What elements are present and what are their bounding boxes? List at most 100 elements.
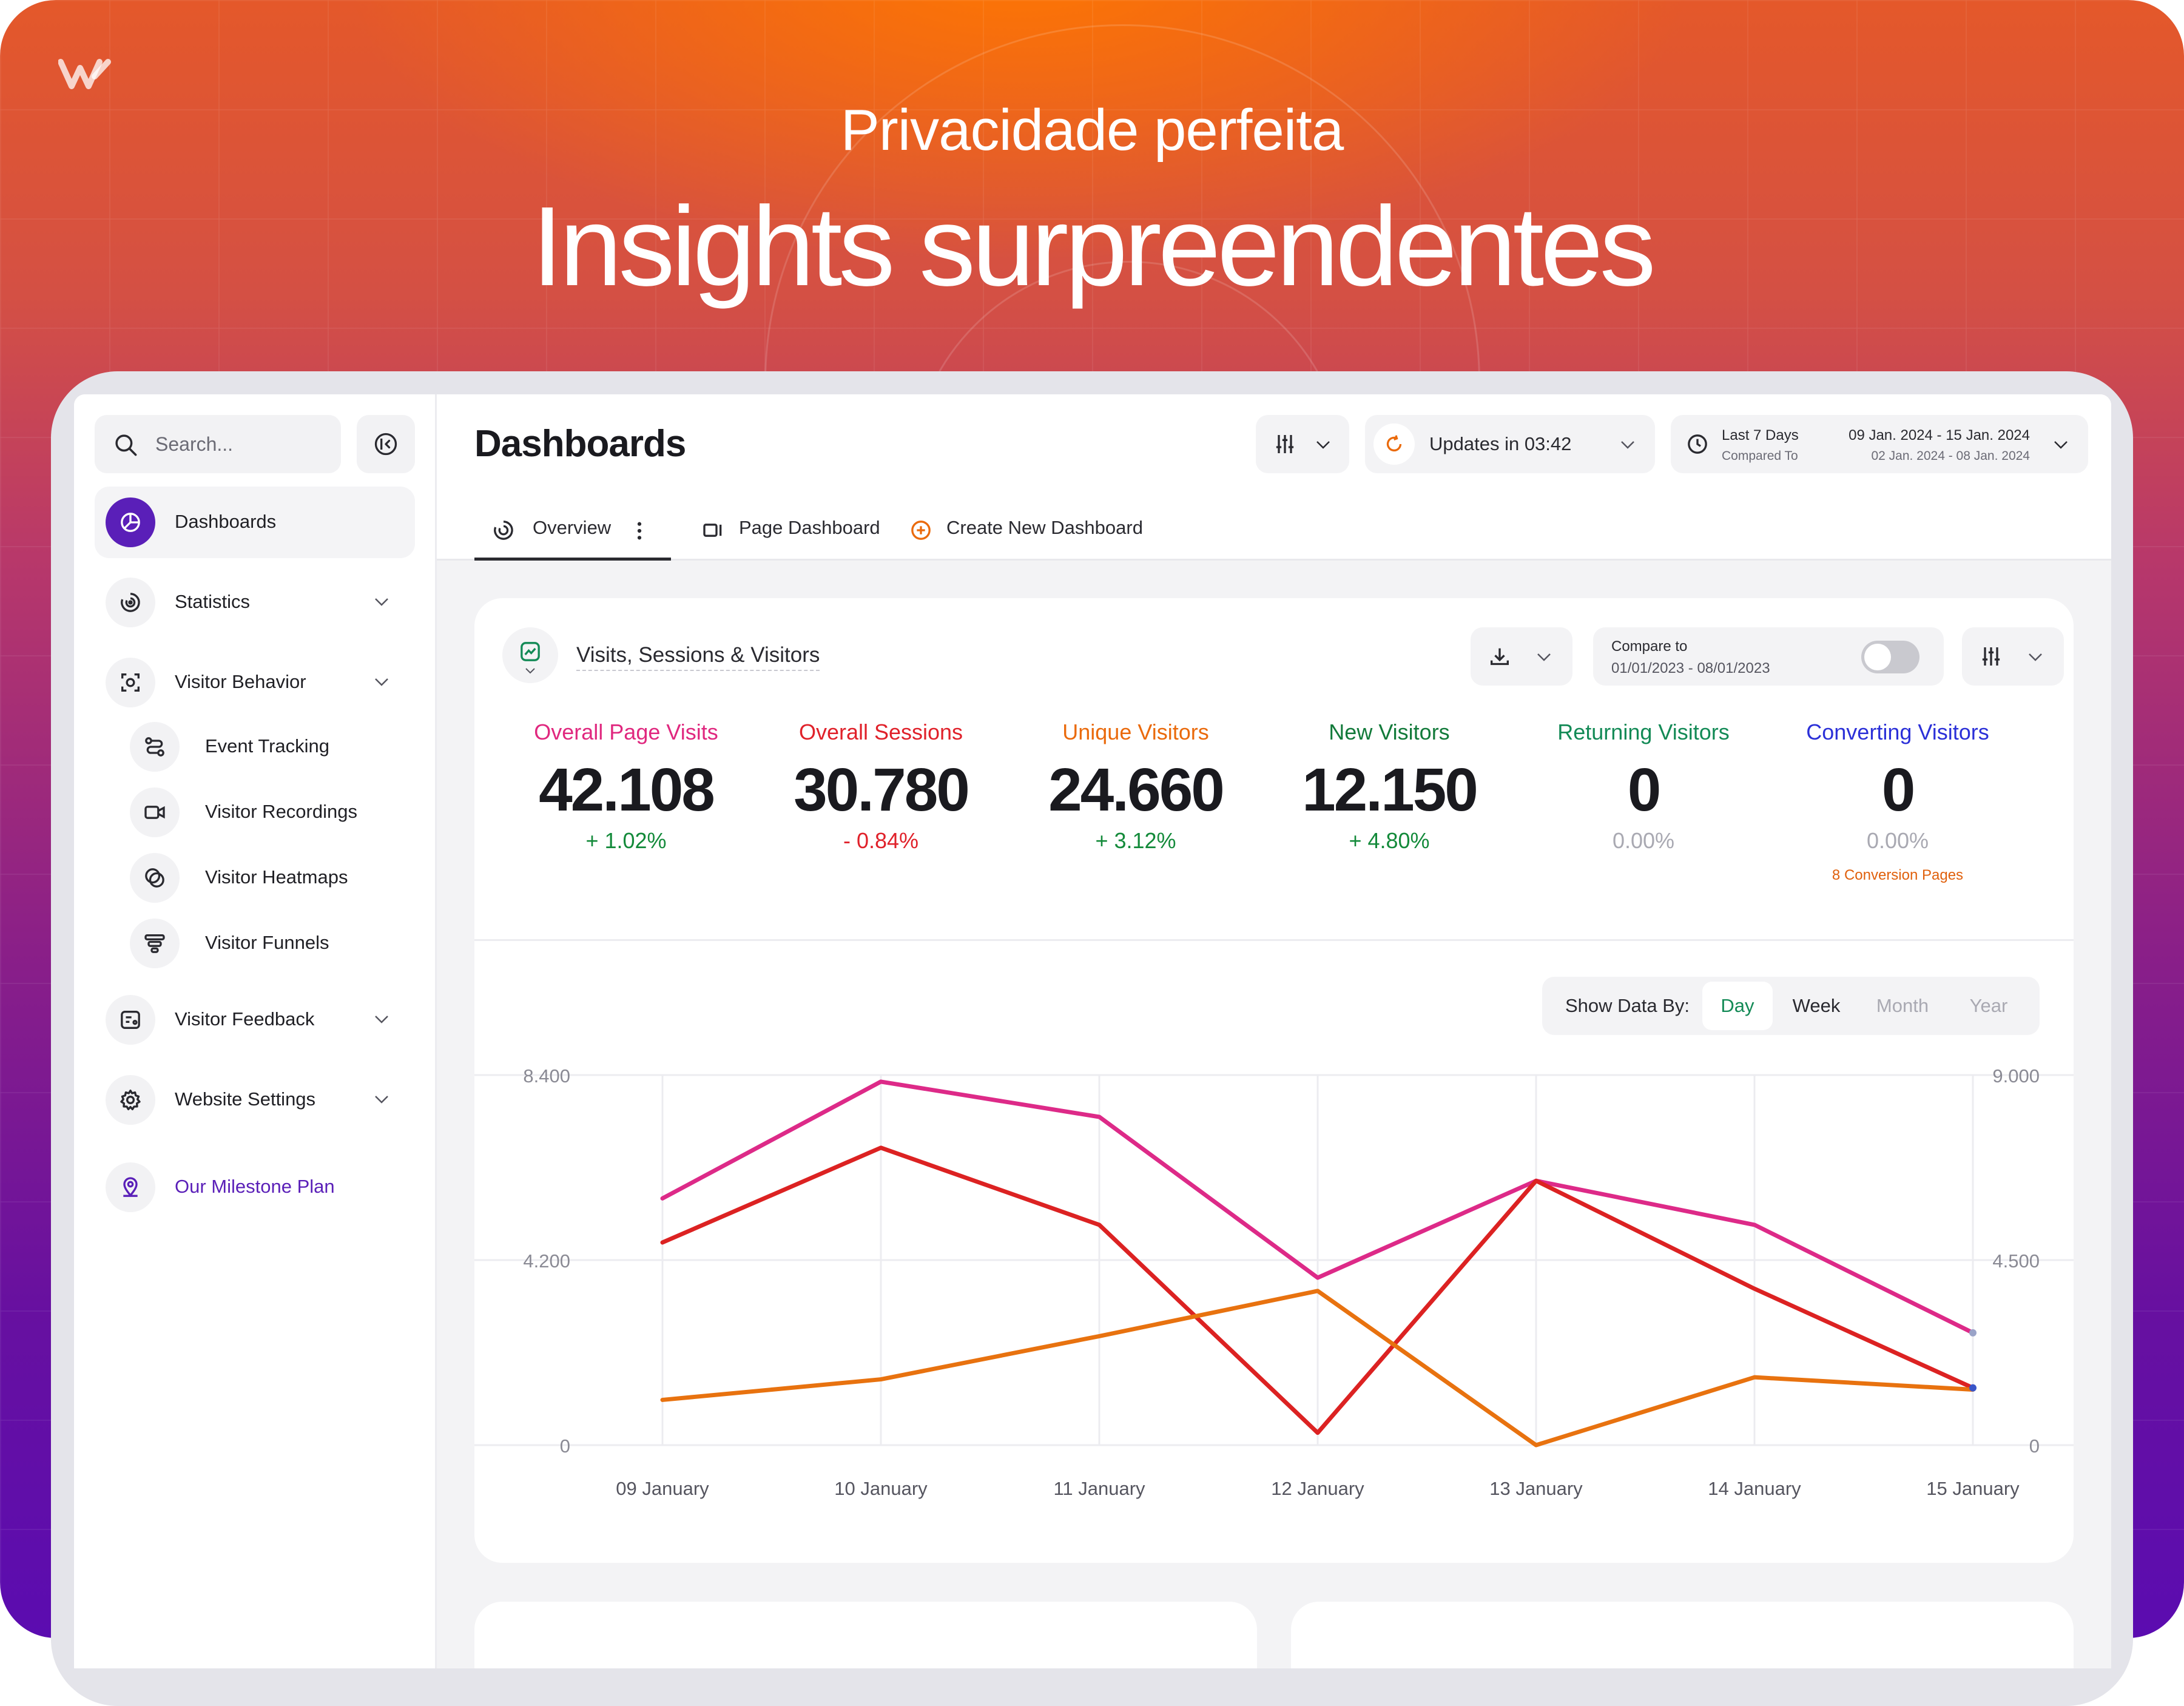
- gear-icon: [106, 1075, 155, 1125]
- sidebar-item-visitor-heatmaps[interactable]: Visitor Heatmaps: [120, 847, 415, 908]
- video-icon: [703, 524, 722, 537]
- sliders-icon: [1276, 435, 1294, 453]
- compare-toggle[interactable]: [1861, 641, 1919, 673]
- chart-icon[interactable]: [502, 627, 558, 683]
- y-left-tick-label: 8.400: [523, 1065, 570, 1087]
- show-data-by-control: Show Data By: Day Week Month Year: [1542, 977, 2040, 1035]
- sidebar-item-milestone-plan[interactable]: Our Milestone Plan: [95, 1151, 415, 1223]
- metric-delta: - 0.84%: [843, 828, 919, 853]
- compare-range: 01/01/2023 - 08/01/2023: [1611, 660, 1770, 676]
- metric-value: 0: [1881, 756, 1916, 824]
- metric-label: Overall Sessions: [798, 720, 963, 744]
- chart-series: [660, 1079, 1977, 1448]
- show-data-by-label: Show Data By:: [1565, 995, 1690, 1016]
- series-line-1: [660, 1145, 1975, 1435]
- segment-year[interactable]: Year: [1969, 995, 2008, 1016]
- sidebar-item-visitor-funnels[interactable]: Visitor Funnels: [120, 912, 415, 973]
- segment-month[interactable]: Month: [1876, 995, 1929, 1016]
- card-title: Visits, Sessions & Visitors: [576, 643, 820, 671]
- more-options-icon[interactable]: [636, 521, 643, 541]
- metric-new-visitors: New Visitors 12.150 + 4.80%: [1268, 720, 1511, 854]
- sidebar-item-website-settings[interactable]: Website Settings: [95, 1064, 415, 1136]
- filter-button[interactable]: [1256, 415, 1349, 473]
- chart-grid: [474, 1074, 2074, 1446]
- visitor-behavior-icon: [106, 658, 155, 707]
- map-pin-icon: [106, 1162, 155, 1212]
- chevron-down-icon: [2029, 653, 2042, 661]
- chart-labels: 8.400 9.000 4.200 4.500 0 0 09 January 10 Janua…: [523, 1065, 2040, 1499]
- plus-circle-icon: [911, 521, 931, 540]
- statistics-icon: [106, 578, 155, 627]
- compare-label: Compare to: [1611, 638, 1688, 655]
- bottom-card-left: [474, 1602, 1257, 1668]
- collapse-icon: [374, 433, 397, 456]
- metric-overall-page-visits: Overall Page Visits 42.108 + 1.02%: [505, 720, 747, 854]
- tab-overview[interactable]: Overview: [474, 510, 671, 561]
- chevron-down-icon: [1537, 653, 1551, 661]
- search-input[interactable]: Search...: [95, 415, 341, 473]
- search-placeholder: Search...: [155, 433, 234, 455]
- download-button[interactable]: [1471, 627, 1572, 686]
- metric-label: Overall Page Visits: [534, 720, 718, 744]
- sidebar-item-visitor-behavior[interactable]: Visitor Behavior: [95, 647, 415, 718]
- event-tracking-icon: [130, 722, 180, 772]
- sidebar-item-event-tracking[interactable]: Event Tracking: [120, 716, 415, 777]
- y-right-tick-label: 0: [2029, 1435, 2040, 1457]
- x-tick-label: 12 January: [1271, 1478, 1364, 1499]
- metric-delta: + 4.80%: [1349, 828, 1430, 853]
- x-tick-label: 11 January: [1053, 1478, 1145, 1499]
- sidebar-item-dashboards[interactable]: Dashboards: [95, 487, 415, 558]
- metric-delta: 0.00%: [1866, 828, 1929, 853]
- app-window: Search... Dashboards Statistics Visitor …: [74, 394, 2111, 1668]
- visits-sessions-card: Visits, Sessions & Visitors Compare to 0…: [474, 598, 2074, 1563]
- tab-label: Overview: [533, 517, 612, 538]
- metric-returning-visitors: Returning Visitors 0 0.00%: [1522, 720, 1765, 854]
- chevron-down-icon: [1316, 441, 1330, 449]
- heatmap-icon: [130, 853, 180, 903]
- tab-create-new-dashboard[interactable]: Create New Dashboard: [909, 510, 1164, 561]
- metric-value: 42.108: [539, 756, 715, 824]
- chevron-down-icon: [2054, 441, 2068, 449]
- chevron-down-icon[interactable]: [372, 1012, 391, 1027]
- brand-logo-icon: [58, 59, 111, 89]
- sidebar-item-label: Our Milestone Plan: [175, 1176, 335, 1197]
- tab-page-dashboard[interactable]: Page Dashboard: [701, 510, 895, 561]
- segment-day[interactable]: Day: [1702, 982, 1773, 1030]
- sidebar-item-label: Visitor Behavior: [175, 671, 306, 692]
- metric-value: 0: [1627, 756, 1662, 824]
- sidebar-item-label: Statistics: [175, 591, 251, 612]
- y-right-tick-label: 4.500: [1992, 1250, 2040, 1272]
- segment-week[interactable]: Week: [1792, 995, 1841, 1016]
- chevron-down-icon: [1621, 441, 1634, 449]
- auto-update-button[interactable]: Updates in 03:42: [1365, 415, 1655, 473]
- sidebar-item-visitor-recordings[interactable]: Visitor Recordings: [120, 781, 415, 842]
- collapse-sidebar-button[interactable]: [357, 415, 415, 473]
- sidebar-item-visitor-feedback[interactable]: Visitor Feedback: [95, 984, 415, 1056]
- date-range-label: Last 7 Days: [1722, 427, 1799, 443]
- chevron-down-icon[interactable]: [372, 1092, 391, 1107]
- metric-label: Returning Visitors: [1557, 720, 1730, 744]
- chart-settings-button[interactable]: [1962, 627, 2064, 686]
- clock-icon: [1688, 434, 1707, 454]
- sidebar: Search... Dashboards Statistics Visitor …: [74, 394, 437, 1668]
- metric-label: Unique Visitors: [1062, 720, 1209, 744]
- compare-to-control[interactable]: Compare to 01/01/2023 - 08/01/2023: [1593, 627, 1944, 686]
- date-range-picker[interactable]: Last 7 Days Compared To 09 Jan. 2024 - 1…: [1671, 415, 2088, 473]
- sidebar-item-label: Dashboards: [175, 511, 277, 532]
- series-end-point: [1969, 1384, 1977, 1392]
- x-tick-label: 14 January: [1708, 1478, 1801, 1499]
- video-icon: [130, 787, 180, 837]
- y-left-tick-label: 0: [560, 1435, 570, 1457]
- compare-range-value: 02 Jan. 2024 - 08 Jan. 2024: [1871, 449, 2030, 463]
- sidebar-item-statistics[interactable]: Statistics: [95, 567, 415, 638]
- bottom-card-right: [1291, 1602, 2074, 1668]
- x-tick-label: 15 January: [1926, 1478, 2020, 1499]
- metric-value: 12.150: [1302, 756, 1478, 824]
- conversion-pages-link[interactable]: 8 Conversion Pages: [1832, 867, 1964, 883]
- sliders-icon: [1982, 647, 2000, 666]
- chevron-down-icon[interactable]: [372, 675, 391, 689]
- top-bar: Dashboards Updates in 03:42 Last 7 Days …: [437, 394, 2111, 561]
- chevron-down-icon[interactable]: [372, 595, 391, 609]
- tab-label: Create New Dashboard: [946, 517, 1143, 538]
- sidebar-item-label: Visitor Feedback: [175, 1008, 315, 1030]
